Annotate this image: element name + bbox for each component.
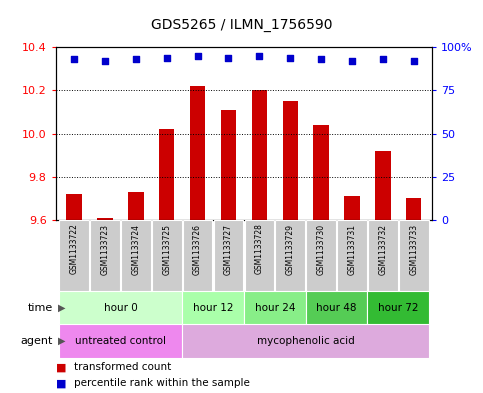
Point bbox=[348, 58, 356, 64]
Bar bbox=[190, 86, 205, 220]
Text: GSM1133725: GSM1133725 bbox=[162, 224, 171, 275]
Bar bbox=[66, 194, 82, 220]
Bar bbox=[244, 291, 306, 324]
Text: time: time bbox=[28, 303, 53, 312]
Bar bbox=[306, 291, 368, 324]
Bar bbox=[375, 151, 391, 220]
Bar bbox=[128, 192, 143, 220]
Bar bbox=[283, 101, 298, 220]
Bar bbox=[121, 220, 151, 291]
Bar bbox=[90, 220, 120, 291]
Text: GSM1133727: GSM1133727 bbox=[224, 224, 233, 275]
Text: ▶: ▶ bbox=[58, 336, 66, 346]
Text: GSM1133729: GSM1133729 bbox=[286, 224, 295, 275]
Bar bbox=[252, 90, 267, 220]
Bar bbox=[97, 218, 113, 220]
Point bbox=[410, 58, 418, 64]
Point bbox=[317, 56, 325, 62]
Point bbox=[163, 54, 170, 61]
Bar bbox=[59, 220, 89, 291]
Text: percentile rank within the sample: percentile rank within the sample bbox=[74, 378, 250, 388]
Text: GSM1133726: GSM1133726 bbox=[193, 224, 202, 275]
Point bbox=[194, 53, 201, 59]
Text: hour 24: hour 24 bbox=[255, 303, 295, 312]
Text: ▶: ▶ bbox=[58, 303, 66, 312]
Bar bbox=[244, 220, 274, 291]
Bar bbox=[344, 196, 360, 220]
Bar bbox=[58, 324, 182, 358]
Bar bbox=[275, 220, 305, 291]
Point bbox=[225, 54, 232, 61]
Text: mycophenolic acid: mycophenolic acid bbox=[257, 336, 355, 346]
Text: untreated control: untreated control bbox=[75, 336, 166, 346]
Text: GDS5265 / ILMN_1756590: GDS5265 / ILMN_1756590 bbox=[151, 18, 332, 32]
Point bbox=[286, 54, 294, 61]
Bar bbox=[152, 220, 182, 291]
Text: GSM1133722: GSM1133722 bbox=[70, 224, 79, 274]
Bar bbox=[337, 220, 367, 291]
Text: ■: ■ bbox=[56, 362, 66, 373]
Text: hour 12: hour 12 bbox=[193, 303, 233, 312]
Text: agent: agent bbox=[21, 336, 53, 346]
Bar bbox=[58, 291, 182, 324]
Text: GSM1133730: GSM1133730 bbox=[317, 224, 326, 275]
Text: GSM1133728: GSM1133728 bbox=[255, 224, 264, 274]
Point bbox=[70, 56, 78, 62]
Bar bbox=[221, 110, 236, 220]
Bar bbox=[159, 129, 174, 220]
Bar bbox=[213, 220, 243, 291]
Point bbox=[101, 58, 109, 64]
Bar bbox=[368, 291, 429, 324]
Text: hour 72: hour 72 bbox=[378, 303, 419, 312]
Bar bbox=[182, 324, 429, 358]
Point bbox=[256, 53, 263, 59]
Point bbox=[379, 56, 387, 62]
Text: GSM1133723: GSM1133723 bbox=[100, 224, 110, 275]
Bar bbox=[368, 220, 398, 291]
Text: hour 48: hour 48 bbox=[316, 303, 357, 312]
Bar bbox=[313, 125, 329, 220]
Bar bbox=[399, 220, 428, 291]
Text: GSM1133724: GSM1133724 bbox=[131, 224, 141, 275]
Bar bbox=[183, 220, 213, 291]
Text: GSM1133732: GSM1133732 bbox=[378, 224, 387, 275]
Bar bbox=[406, 198, 422, 220]
Text: transformed count: transformed count bbox=[74, 362, 171, 373]
Bar bbox=[182, 291, 244, 324]
Text: GSM1133733: GSM1133733 bbox=[409, 224, 418, 275]
Text: ■: ■ bbox=[56, 378, 66, 388]
Point bbox=[132, 56, 140, 62]
Bar bbox=[306, 220, 336, 291]
Text: hour 0: hour 0 bbox=[103, 303, 137, 312]
Text: GSM1133731: GSM1133731 bbox=[347, 224, 356, 275]
